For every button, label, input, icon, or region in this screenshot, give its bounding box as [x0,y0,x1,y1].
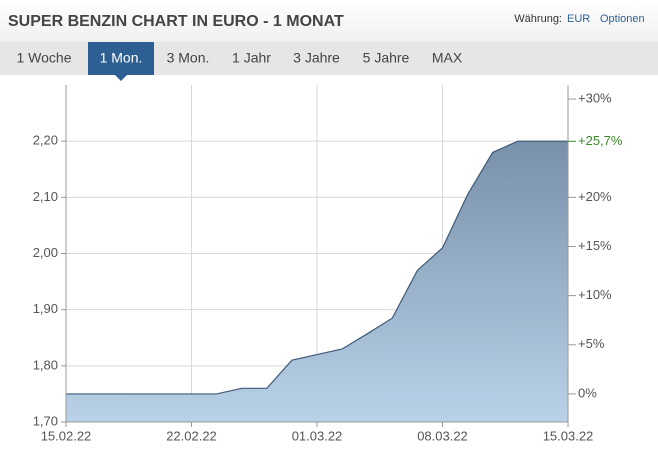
tab-pointer [115,75,127,81]
tab-selected-bg [88,42,154,75]
line [66,140,568,395]
tab[interactable]: 5 Jahre [363,50,410,66]
tab[interactable]: MAX [432,50,463,66]
tab[interactable]: 3 Jahre [293,50,340,66]
y2-tick-label: +15% [578,238,612,253]
x-tick-label: 08.03.22 [417,428,468,443]
y-tick-label: 2,00 [33,245,58,260]
header-bg [0,0,658,42]
title: SUPER BENZIN CHART IN EURO - 1 MONAT [8,13,344,30]
x-tick-label: 15.03.22 [543,428,594,443]
area [66,141,568,422]
y-tick-label: 2,20 [33,133,58,148]
y2-tick-label: +30% [578,90,612,105]
y-tick-label: 1,80 [33,357,58,372]
y2-tick-label: +10% [578,287,612,302]
tab[interactable]: 1 Mon. [100,50,143,66]
options[interactable]: Optionen [600,13,645,25]
y2-tick-label: +5% [578,336,605,351]
last-change-label: +25,7% [578,133,623,148]
x-tick-label: 01.03.22 [292,428,343,443]
y2-tick-label: +20% [578,189,612,204]
x-tick-label: 15.02.22 [41,428,92,443]
y-tick-label: 1,90 [33,301,58,316]
y-tick-label: 2,10 [33,189,58,204]
tab[interactable]: 1 Jahr [232,50,271,66]
currency-label: Währung: [514,13,562,25]
y2-tick-label: 0% [578,385,597,400]
x-tick-label: 22.02.22 [166,428,217,443]
tab[interactable]: 3 Mon. [167,50,210,66]
tab[interactable]: 1 Woche [17,50,72,66]
currency[interactable]: EUR [567,13,590,25]
y-tick-label: 1,70 [33,413,58,428]
